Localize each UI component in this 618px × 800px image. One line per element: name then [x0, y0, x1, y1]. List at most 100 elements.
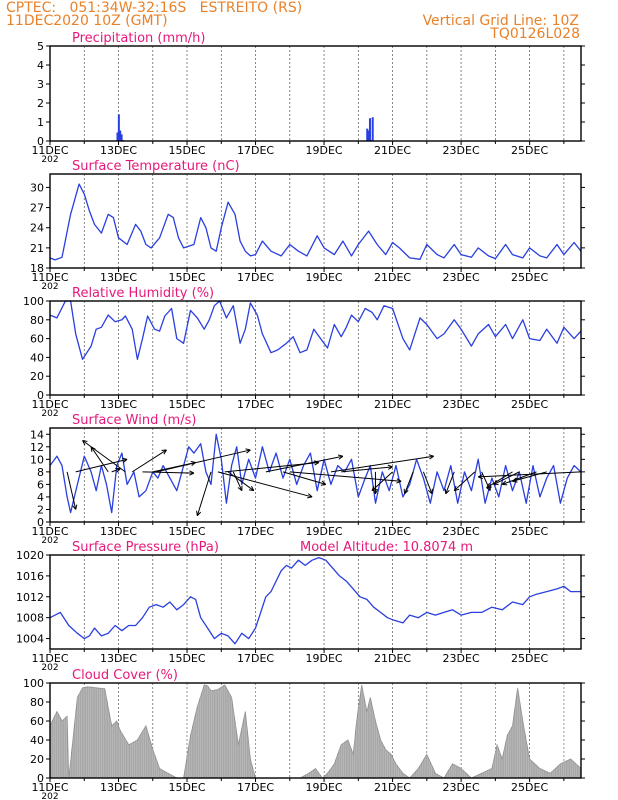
x-tick-label: 13DEC: [100, 781, 137, 794]
x-tick-label: 15DEC: [168, 144, 205, 157]
wind-arrow-head: [427, 488, 433, 495]
x-tick-label: 25DEC: [511, 525, 548, 538]
panel-frame: [49, 173, 582, 269]
precip-bar: [119, 130, 122, 141]
panel-frame: [49, 45, 582, 142]
x-tick-label: 11DEC: [31, 271, 68, 284]
wind-arrow: [282, 471, 326, 485]
x-year-fragment: 202: [41, 536, 58, 546]
wind-arrow-head: [486, 483, 492, 489]
x-tick-label: 15DEC: [168, 271, 205, 284]
x-tick-label: 23DEC: [443, 398, 480, 411]
x-year-fragment: 202: [41, 663, 58, 673]
panel-annotation: Model Altitude: 10.8074 m: [300, 540, 473, 555]
y-tick-label: 20: [30, 370, 44, 383]
x-tick-label: 11DEC: [31, 652, 68, 665]
x-year-fragment: 202: [41, 792, 58, 800]
y-tick-label: 60: [30, 715, 44, 728]
wind-arrow-head: [501, 480, 508, 486]
wind-arrow: [217, 471, 313, 498]
header-grid-note: Vertical Grid Line: 10Z: [422, 13, 579, 29]
wind-arrow: [142, 471, 194, 474]
x-tick-label: 25DEC: [511, 652, 548, 665]
wind-arrow: [422, 471, 433, 494]
x-tick-label: 19DEC: [306, 144, 343, 157]
precip-bar: [366, 128, 369, 141]
panel-5: 1004 1008 1012 1016 1020 11DEC 13DEC 15DEC 17DEC…: [16, 540, 585, 673]
x-tick-label: 17DEC: [237, 525, 274, 538]
y-tick-label: 1004: [16, 633, 44, 646]
wind-arrow: [227, 471, 255, 492]
wind-arrow-head: [72, 504, 78, 510]
panel-title: Relative Humidity (%): [72, 286, 214, 301]
x-tick-label: 21DEC: [374, 398, 411, 411]
x-tick-label: 23DEC: [443, 271, 480, 284]
precip-bar: [116, 132, 119, 141]
wind-arrow: [478, 471, 582, 478]
wind-arrow-head: [371, 485, 377, 492]
precip-bar: [117, 114, 120, 141]
wind-arrow-head: [396, 478, 402, 484]
panel-frame: [49, 554, 582, 650]
series-line: [49, 183, 582, 261]
panel-3: 0 20 40 60 80 100 11DEC 13DEC 15DEC 17DEC 19DEC 21D…: [23, 286, 585, 419]
wind-arrow: [341, 466, 393, 473]
y-tick-label: 4: [37, 491, 44, 504]
y-tick-label: 30: [30, 181, 44, 194]
y-tick-label: 2: [37, 97, 44, 110]
y-tick-label: 6: [37, 478, 44, 491]
y-tick-label: 80: [30, 314, 44, 327]
y-tick-label: 80: [30, 696, 44, 709]
y-tick-label: 18: [30, 262, 44, 275]
wind-arrow-head: [196, 510, 202, 517]
wind-arrow-head: [189, 470, 195, 476]
x-tick-label: 17DEC: [237, 781, 274, 794]
x-tick-label: 17DEC: [237, 652, 274, 665]
x-year-fragment: 202: [41, 155, 58, 165]
y-tick-label: 40: [30, 351, 44, 364]
x-tick-label: 21DEC: [374, 525, 411, 538]
x-tick-label: 13DEC: [100, 271, 137, 284]
x-tick-label: 11DEC: [31, 525, 68, 538]
y-tick-label: 12: [30, 441, 44, 454]
wind-arrow: [289, 471, 402, 482]
wind-arrow-head: [115, 467, 121, 473]
x-tick-label: 25DEC: [511, 144, 548, 157]
wind-arrow: [265, 455, 344, 473]
cloud-cover-area: [49, 684, 582, 779]
x-tick-label: 13DEC: [100, 398, 137, 411]
panel-6: 0 20 40 60 80 100 11DEC 13DEC 15DEC 17DEC 19DEC 21D…: [23, 668, 585, 800]
panel-title: Cloud Cover (%): [72, 668, 178, 683]
wind-arrow: [453, 471, 476, 492]
wind-arrow: [404, 471, 414, 494]
x-tick-label: 11DEC: [31, 781, 68, 794]
y-tick-label: 60: [30, 333, 44, 346]
wind-arrow: [232, 471, 243, 491]
x-tick-label: 23DEC: [443, 652, 480, 665]
x-tick-label: 15DEC: [168, 398, 205, 411]
panel-title: Surface Temperature (nC): [72, 159, 240, 174]
y-tick-label: 10: [30, 453, 44, 466]
wind-arrow-head: [444, 488, 450, 495]
y-tick-label: 4: [37, 59, 44, 72]
x-tick-label: 25DEC: [511, 398, 548, 411]
wind-arrow: [156, 449, 251, 473]
x-tick-label: 23DEC: [443, 781, 480, 794]
x-tick-label: 11DEC: [31, 144, 68, 157]
y-tick-label: 1: [37, 116, 44, 129]
wind-arrow: [371, 471, 393, 492]
wind-arrow: [131, 449, 167, 473]
series-line: [49, 556, 581, 645]
wind-arrow: [445, 471, 455, 494]
x-tick-label: 15DEC: [168, 652, 205, 665]
x-tick-label: 19DEC: [306, 271, 343, 284]
wind-arrow-head: [161, 449, 167, 455]
header-code: TQ0126L028: [490, 26, 580, 42]
y-tick-label: 5: [37, 40, 44, 53]
x-tick-label: 21DEC: [374, 271, 411, 284]
wind-arrow: [82, 440, 126, 473]
x-tick-label: 17DEC: [237, 144, 274, 157]
x-tick-label: 13DEC: [100, 652, 137, 665]
wind-arrow: [90, 446, 109, 473]
